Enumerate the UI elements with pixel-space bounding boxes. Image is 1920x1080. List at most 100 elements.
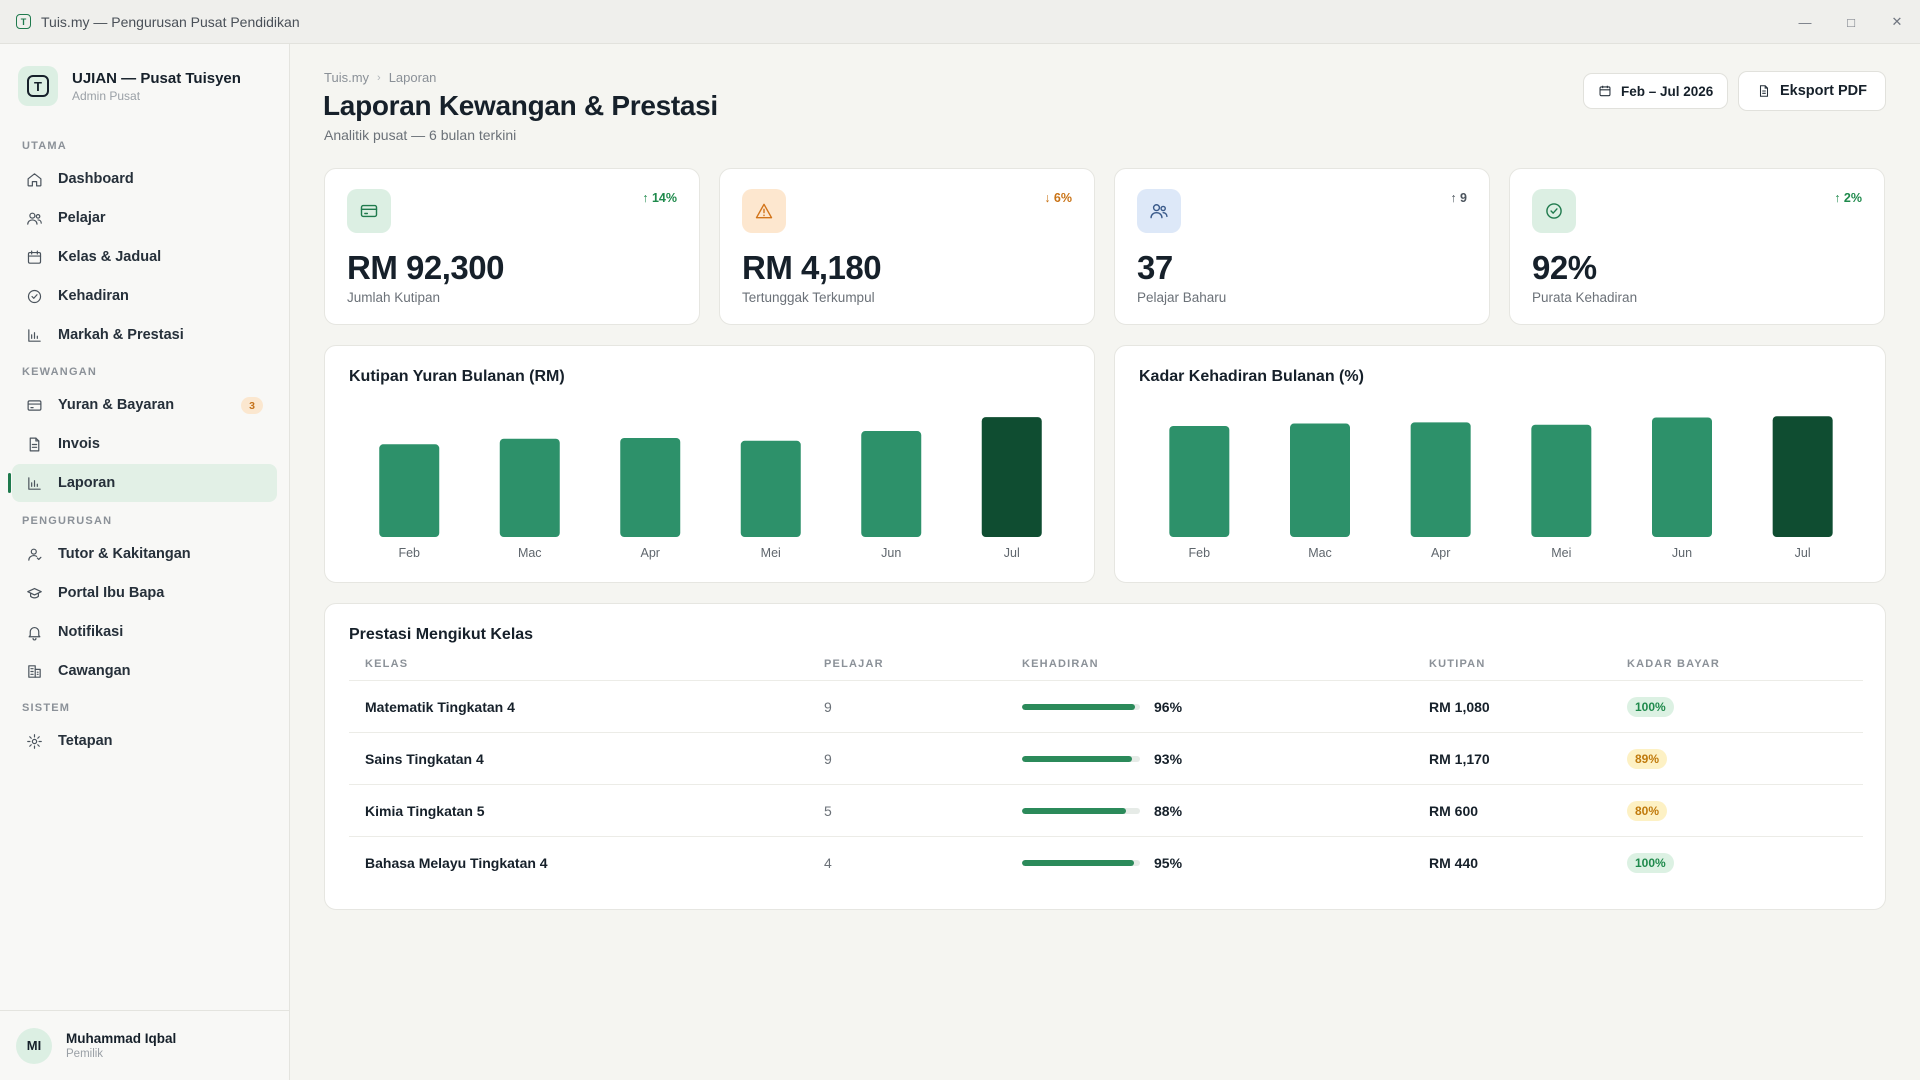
sidebar-item-dashboard[interactable]: Dashboard bbox=[12, 160, 277, 198]
table-row[interactable]: Kimia Tingkatan 5 5 88% RM 600 80% bbox=[349, 784, 1863, 836]
sidebar-item-tetapan[interactable]: Tetapan bbox=[12, 722, 277, 760]
gear-icon bbox=[27, 733, 42, 749]
nav-section-pengurusan: PENGURUSAN bbox=[22, 515, 113, 527]
sidebar-item-notifikasi[interactable]: Notifikasi bbox=[12, 613, 277, 651]
cell-kadar-bayar: 100% bbox=[1627, 681, 1674, 733]
bar-apr[interactable] bbox=[620, 438, 681, 537]
sidebar-item-label: Pelajar bbox=[58, 210, 106, 226]
bar-feb[interactable] bbox=[1169, 425, 1230, 537]
sidebar-item-cawangan[interactable]: Cawangan bbox=[12, 652, 277, 690]
kpi-trend: ↑ 2% bbox=[1834, 191, 1862, 205]
column-header-kehadiran: KEHADIRAN bbox=[1022, 658, 1099, 670]
table-row[interactable]: Bahasa Melayu Tingkatan 4 4 95% RM 440 1… bbox=[349, 836, 1863, 888]
calendar-icon bbox=[27, 250, 42, 264]
cell-kelas: Sains Tingkatan 4 bbox=[365, 751, 484, 767]
document-icon bbox=[1759, 85, 1769, 97]
sidebar: T UJIAN — Pusat Tuisyen Admin Pusat UTAM… bbox=[0, 44, 290, 1080]
nav-section-sistem: SISTEM bbox=[22, 702, 71, 714]
kpi-value: 92% bbox=[1532, 249, 1597, 286]
bar-apr[interactable] bbox=[1410, 422, 1471, 537]
minimize-icon[interactable]: — bbox=[1798, 14, 1812, 30]
cell-kadar-bayar: 100% bbox=[1627, 837, 1674, 889]
cell-kelas: Matematik Tingkatan 4 bbox=[365, 699, 515, 715]
table-row[interactable]: Matematik Tingkatan 4 9 96% RM 1,080 100… bbox=[349, 680, 1863, 732]
bar-jul[interactable] bbox=[1772, 416, 1833, 537]
bar-jun[interactable] bbox=[1652, 417, 1712, 537]
cell-kehadiran: 96% bbox=[1022, 681, 1182, 733]
document-icon bbox=[29, 437, 40, 451]
chevron-right-icon: › bbox=[377, 71, 381, 84]
bar-feb[interactable] bbox=[379, 444, 440, 537]
sidebar-item-portal-ibu-bapa[interactable]: Portal Ibu Bapa bbox=[12, 574, 277, 612]
sidebar-item-label: Tutor & Kakitangan bbox=[58, 546, 191, 562]
sidebar-item-tutor-kakitangan[interactable]: Tutor & Kakitangan bbox=[12, 535, 277, 573]
bar-mei[interactable] bbox=[740, 440, 801, 537]
cell-kutipan: RM 1,170 bbox=[1429, 751, 1490, 767]
bar-mei[interactable] bbox=[1531, 424, 1592, 537]
breadcrumb-current: Laporan bbox=[388, 70, 437, 85]
cell-kutipan: RM 440 bbox=[1429, 855, 1479, 871]
column-header-kadar-bayar: KADAR BAYAR bbox=[1627, 658, 1721, 670]
window-title: Tuis.my — Pengurusan Pusat Pendidikan bbox=[41, 13, 300, 30]
kpi-card-jumlah-kutipan: ↑ 14% RM 92,300 Jumlah Kutipan bbox=[324, 168, 700, 325]
chart-card-kutipan-yuran: Kutipan Yuran Bulanan (RM) Feb Mac Apr Mei J… bbox=[324, 345, 1095, 583]
sidebar-item-label: Tetapan bbox=[58, 733, 113, 749]
table-title: Prestasi Mengikut Kelas bbox=[349, 626, 534, 643]
cell-kadar-bayar: 89% bbox=[1627, 733, 1668, 785]
kpi-card-tertunggak: ↓ 6% RM 4,180 Tertunggak Terkumpul bbox=[719, 168, 1095, 325]
user-profile[interactable]: MI Muhammad Iqbal Pemilik bbox=[0, 1010, 289, 1080]
user-name: Muhammad Iqbal bbox=[66, 1031, 177, 1046]
brand-name: UJIAN — Pusat Tuisyen bbox=[72, 69, 241, 87]
status-badge: 100% bbox=[1627, 853, 1674, 873]
bar-mac[interactable] bbox=[499, 438, 560, 537]
attendance-progress-bar bbox=[1022, 704, 1140, 710]
sidebar-item-pelajar[interactable]: Pelajar bbox=[12, 199, 277, 237]
monthly-attendance-bar-chart: Feb Mac Apr Mei Jun Jul bbox=[1169, 416, 1833, 560]
sidebar-item-kehadiran[interactable]: Kehadiran bbox=[12, 277, 277, 315]
check-circle-icon bbox=[27, 289, 42, 303]
cell-kehadiran: 93% bbox=[1022, 733, 1182, 785]
export-pdf-button[interactable]: Eksport PDF bbox=[1738, 71, 1887, 111]
cell-pelajar: 4 bbox=[824, 855, 832, 871]
brand-logo-icon: T bbox=[18, 66, 58, 106]
chart-card-kadar-kehadiran: Kadar Kehadiran Bulanan (%) Feb Mac Apr Mei… bbox=[1114, 345, 1886, 583]
page-subtitle: Analitik pusat — 6 bulan terkini bbox=[324, 127, 517, 143]
sidebar-item-laporan[interactable]: Laporan bbox=[8, 464, 277, 502]
bar-chart-icon bbox=[28, 328, 41, 342]
bar-mac[interactable] bbox=[1290, 423, 1350, 537]
x-tick-label: Jul bbox=[1004, 546, 1020, 560]
breadcrumb-root[interactable]: Tuis.my bbox=[324, 70, 370, 85]
breadcrumb: Tuis.my › Laporan bbox=[324, 70, 436, 85]
sidebar-item-markah-prestasi[interactable]: Markah & Prestasi bbox=[12, 316, 277, 354]
close-icon[interactable]: ✕ bbox=[1891, 14, 1903, 29]
kpi-label: Jumlah Kutipan bbox=[347, 290, 441, 305]
chart-title: Kadar Kehadiran Bulanan (%) bbox=[1139, 368, 1364, 385]
x-tick-label: Mei bbox=[1551, 546, 1571, 560]
bar-jun[interactable] bbox=[861, 431, 922, 537]
sidebar-item-label: Invois bbox=[58, 436, 100, 452]
sidebar-item-invois[interactable]: Invois bbox=[12, 425, 277, 463]
sidebar-item-kelas-jadual[interactable]: Kelas & Jadual bbox=[12, 238, 277, 276]
user-icon bbox=[28, 548, 42, 561]
warning-icon bbox=[742, 189, 786, 233]
bar-jul[interactable] bbox=[981, 417, 1042, 537]
brand-role: Admin Pusat bbox=[72, 88, 141, 103]
attendance-value: 93% bbox=[1154, 751, 1183, 767]
pending-count-badge: 3 bbox=[241, 397, 263, 414]
sidebar-item-yuran-bayaran[interactable]: Yuran & Bayaran 3 bbox=[12, 386, 277, 424]
kpi-label: Purata Kehadiran bbox=[1532, 290, 1638, 305]
x-tick-label: Apr bbox=[641, 546, 660, 560]
maximize-icon[interactable]: □ bbox=[1847, 14, 1855, 30]
x-tick-label: Mac bbox=[518, 546, 542, 560]
kpi-trend: ↑ 9 bbox=[1450, 191, 1467, 205]
date-range-button[interactable]: Feb – Jul 2026 bbox=[1583, 73, 1729, 109]
brand: T UJIAN — Pusat Tuisyen Admin Pusat bbox=[18, 66, 241, 106]
kpi-trend: ↑ 14% bbox=[642, 191, 677, 205]
bar-chart-icon bbox=[28, 476, 41, 490]
page-title: Laporan Kewangan & Prestasi bbox=[323, 90, 718, 121]
table-row[interactable]: Sains Tingkatan 4 9 93% RM 1,170 89% bbox=[349, 732, 1863, 784]
sidebar-item-label: Cawangan bbox=[58, 663, 131, 679]
export-pdf-label: Eksport PDF bbox=[1780, 83, 1868, 99]
attendance-progress-bar bbox=[1022, 756, 1140, 762]
home-icon bbox=[27, 172, 42, 186]
